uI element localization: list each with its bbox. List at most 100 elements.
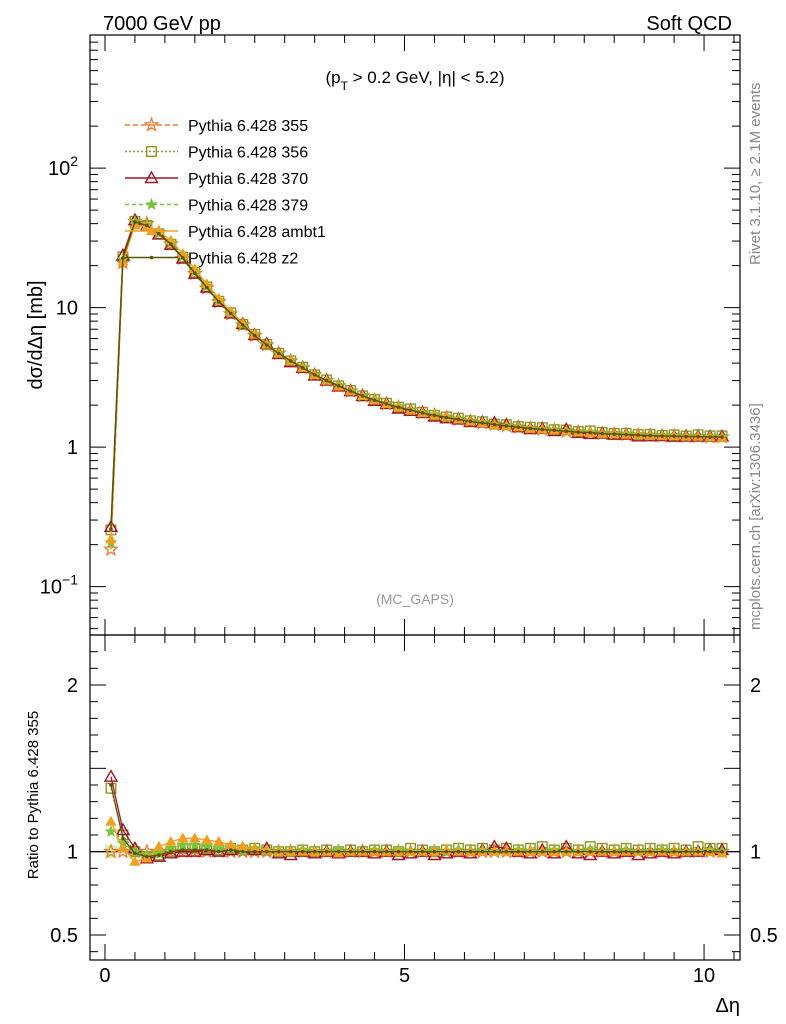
y-tick-label: 1 [67, 437, 78, 459]
ratio-data-point [217, 849, 221, 854]
ratio-data-point [177, 832, 189, 843]
y-tick-label: 102 [48, 153, 78, 180]
header-right: Soft QCD [646, 13, 732, 35]
data-point [157, 232, 161, 236]
ratio-data-point [360, 849, 365, 854]
data-point [480, 421, 485, 425]
data-point [720, 435, 724, 439]
series-line [110, 221, 722, 530]
ratio-data-point [188, 838, 202, 851]
data-point [528, 426, 533, 431]
ratio-data-point [444, 849, 449, 854]
data-point [672, 434, 676, 438]
ratio-data-point [187, 844, 203, 857]
series-line [110, 224, 723, 540]
legend-label: Pythia 6.428 355 [188, 118, 308, 135]
ratio-series-line [110, 788, 722, 858]
data-point [360, 394, 365, 398]
y-tick-label: 10−1 [40, 572, 78, 599]
legend: Pythia 6.428 355 Pythia 6.428 356 Pythia 6… [125, 116, 326, 268]
data-point [105, 533, 117, 544]
main-panel: dσ/dΔη [mb] (pT > 0.2 GeV, |η| < 5.2) (M… [25, 34, 741, 636]
ratio-data-point [564, 849, 569, 854]
ratio-data-point [348, 849, 353, 854]
ratio-data-point [624, 849, 628, 854]
data-point [576, 430, 581, 434]
ratio-data-point [121, 836, 125, 841]
data-point [384, 402, 389, 406]
data-point [324, 378, 329, 383]
ratio-data-point [516, 849, 521, 854]
data-point [444, 415, 449, 420]
data-point [288, 359, 293, 363]
ratio-data-point [372, 849, 377, 854]
ratio-data-point [540, 849, 545, 854]
ratio-data-point [117, 842, 129, 853]
data-point [336, 384, 341, 388]
ratio-data-point [432, 849, 437, 854]
x-axis-label: Δη [716, 995, 740, 1017]
ratio-data-point [576, 849, 581, 854]
legend-marker [144, 170, 159, 184]
ratio-data-point [336, 849, 341, 854]
ratio-data-point [504, 849, 509, 854]
data-point [408, 408, 413, 412]
legend-marker [149, 255, 154, 260]
cut-label: (pT > 0.2 GeV, |η| < 5.2) [325, 68, 504, 93]
data-point [181, 256, 185, 260]
ratio-data-point [636, 849, 640, 854]
data-point [432, 413, 437, 418]
ratio-data-point [129, 855, 141, 866]
ratio-data-point [223, 842, 238, 856]
main-y-label: dσ/dΔη [mb] [25, 280, 47, 389]
ratio-data-point [552, 849, 557, 854]
legend-label: Pythia 6.428 z2 [188, 251, 298, 268]
ratio-data-point [157, 853, 161, 857]
ratio-data-point [109, 783, 113, 787]
ratio-data-point [264, 849, 269, 854]
data-point [624, 432, 628, 437]
ratio-data-point [201, 834, 213, 845]
ratio-data-point [420, 849, 425, 854]
data-point [264, 343, 269, 347]
ratio-data-point [492, 849, 497, 854]
data-point [300, 366, 305, 370]
ratio-data-point [696, 849, 700, 854]
ratio-data-point [618, 844, 634, 857]
data-point [129, 219, 141, 230]
ratio-data-point [684, 849, 688, 854]
ratio-data-point [193, 848, 197, 852]
legend-marker [145, 145, 157, 157]
ratio-data-point [115, 822, 131, 836]
ratio-data-point [103, 769, 119, 782]
data-point [102, 540, 119, 557]
ratio-data-point [708, 849, 712, 854]
data-point [348, 389, 353, 393]
data-point [193, 271, 197, 275]
ratio-data-point [612, 849, 616, 854]
data-point [145, 223, 149, 228]
side-label-top: Rivet 3.1.10, ≥ 2.1M events [747, 83, 764, 266]
ratio-data-point [324, 849, 329, 854]
ratio-data-point [145, 854, 149, 859]
data-point [492, 422, 497, 427]
ratio-y-tick-label: 0.5 [50, 925, 78, 947]
ratio-data-point [600, 849, 605, 854]
data-point [396, 405, 401, 410]
series-line [110, 220, 723, 543]
series-line [110, 220, 722, 530]
ratio-data-point [228, 848, 233, 852]
data-point [456, 417, 461, 422]
ratio-data-point [153, 840, 165, 851]
ratio-data-point [456, 849, 461, 854]
ratio-data-point [105, 815, 117, 826]
x-tick-label: 0 [99, 965, 110, 987]
data-point [552, 428, 557, 433]
ratio-data-point [468, 849, 473, 854]
ratio-data-point [408, 849, 413, 854]
ratio-series-group [90, 769, 740, 866]
ratio-data-point [396, 849, 401, 854]
data-point [516, 425, 521, 429]
legend-label: Pythia 6.428 370 [188, 171, 308, 188]
